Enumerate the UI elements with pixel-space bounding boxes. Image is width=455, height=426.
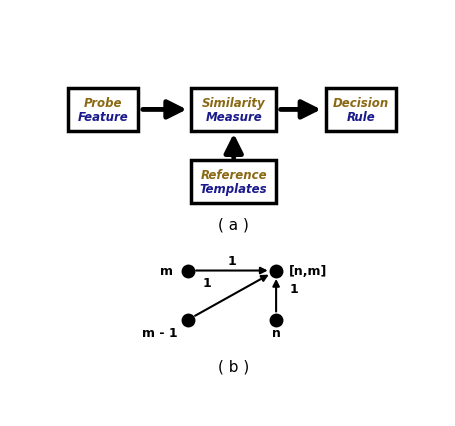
Text: ( a ): ( a ) [218, 218, 248, 233]
Text: 1: 1 [289, 282, 298, 295]
Text: Measure: Measure [205, 111, 262, 124]
Text: Similarity: Similarity [202, 96, 265, 109]
Text: n: n [271, 327, 280, 340]
Text: 1: 1 [202, 276, 211, 289]
Text: Reference: Reference [200, 169, 267, 181]
FancyBboxPatch shape [191, 161, 275, 204]
Text: Feature: Feature [77, 111, 128, 124]
Text: Templates: Templates [199, 183, 267, 196]
Text: Decision: Decision [332, 96, 388, 109]
Text: [n,m]: [n,m] [288, 265, 326, 277]
Text: Probe: Probe [84, 96, 122, 109]
Text: m: m [160, 265, 173, 277]
FancyBboxPatch shape [191, 89, 275, 132]
Text: 1: 1 [227, 255, 236, 268]
Text: ( b ): ( b ) [217, 359, 249, 374]
Text: m - 1: m - 1 [142, 327, 177, 340]
FancyBboxPatch shape [325, 89, 395, 132]
Text: Rule: Rule [346, 111, 374, 124]
FancyBboxPatch shape [67, 89, 138, 132]
